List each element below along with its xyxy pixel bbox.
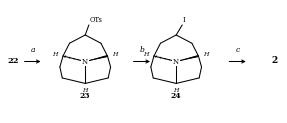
Text: b: b: [139, 46, 144, 54]
Polygon shape: [176, 55, 199, 62]
Text: OTs: OTs: [90, 16, 102, 24]
Polygon shape: [85, 55, 108, 62]
Text: H: H: [173, 88, 179, 93]
Text: 24: 24: [171, 92, 181, 100]
Text: 2: 2: [271, 56, 277, 65]
Text: H: H: [82, 88, 88, 93]
Text: a: a: [30, 46, 35, 54]
Text: N: N: [82, 57, 88, 66]
Text: H: H: [113, 52, 118, 57]
Text: H: H: [53, 52, 58, 57]
Text: 23: 23: [80, 92, 90, 100]
Text: 22: 22: [7, 57, 18, 65]
Text: I: I: [183, 16, 186, 24]
Text: N: N: [173, 57, 179, 66]
Text: H: H: [143, 52, 149, 57]
Text: H: H: [203, 52, 209, 57]
Text: c: c: [235, 46, 240, 54]
